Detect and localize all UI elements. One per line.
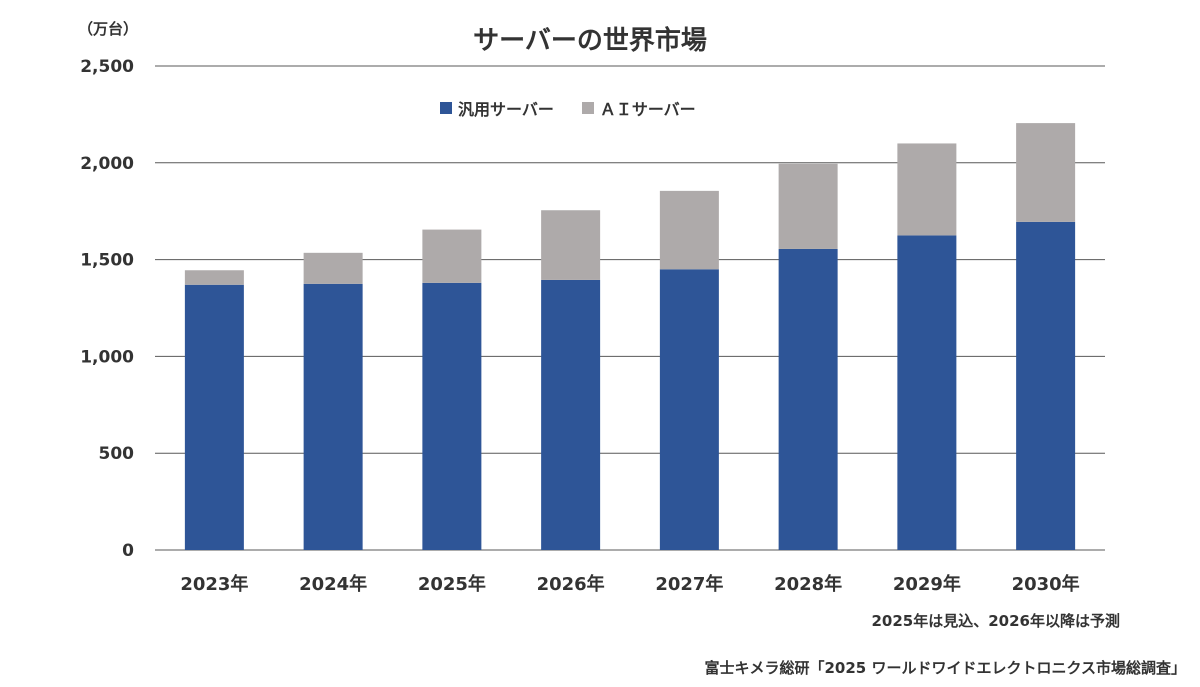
bar-ai (778, 163, 838, 249)
legend-label-ai: ＡＩサーバー (599, 100, 696, 119)
y-axis-unit-label: （万台） (78, 20, 139, 38)
forecast-note: 2025年は見込、2026年以降は予測 (871, 612, 1121, 630)
bar-general (422, 282, 482, 550)
legend-item-ai: ＡＩサーバー (581, 96, 696, 120)
bar-ai (184, 270, 244, 285)
bar-ai (1016, 123, 1076, 222)
x-tick-label: 2028年 (774, 573, 842, 595)
bar-general (778, 248, 838, 550)
bar-ai (897, 143, 957, 236)
legend-swatch-ai (581, 102, 594, 114)
bar-general (303, 283, 363, 550)
bar-general (659, 269, 719, 550)
y-tick-label: 1,500 (80, 251, 134, 271)
x-tick-label: 2023年 (180, 573, 248, 595)
x-tick-label: 2029年 (893, 573, 961, 595)
x-tick-label: 2027年 (655, 573, 723, 595)
y-tick-label: 0 (122, 541, 134, 561)
y-tick-label: 1,000 (80, 347, 134, 367)
x-tick-label: 2025年 (418, 573, 486, 595)
y-tick-label: 2,000 (80, 154, 134, 174)
legend: 汎用サーバー ＡＩサーバー (440, 96, 696, 120)
y-tick-label: 2,500 (80, 57, 134, 77)
bar-general (897, 235, 957, 550)
bar-general (1016, 221, 1076, 550)
bar-ai (659, 190, 719, 270)
y-tick-label: 500 (99, 444, 135, 464)
legend-label-general: 汎用サーバー (458, 100, 554, 119)
bar-ai (303, 252, 363, 284)
x-tick-label: 2030年 (1012, 573, 1080, 595)
x-tick-label: 2026年 (537, 573, 605, 595)
bar-ai (422, 229, 482, 283)
legend-swatch-general (440, 102, 452, 114)
bar-general (184, 284, 244, 550)
source-citation: 富士キメラ総研「2025 ワールドワイドエレクトロニクス市場総調査」 (704, 659, 1186, 677)
bar-ai (541, 210, 601, 280)
bar-general (541, 279, 601, 550)
x-tick-label: 2024年 (299, 573, 367, 595)
chart-title: サーバーの世界市場 (473, 26, 707, 56)
legend-item-general: 汎用サーバー (440, 96, 554, 120)
